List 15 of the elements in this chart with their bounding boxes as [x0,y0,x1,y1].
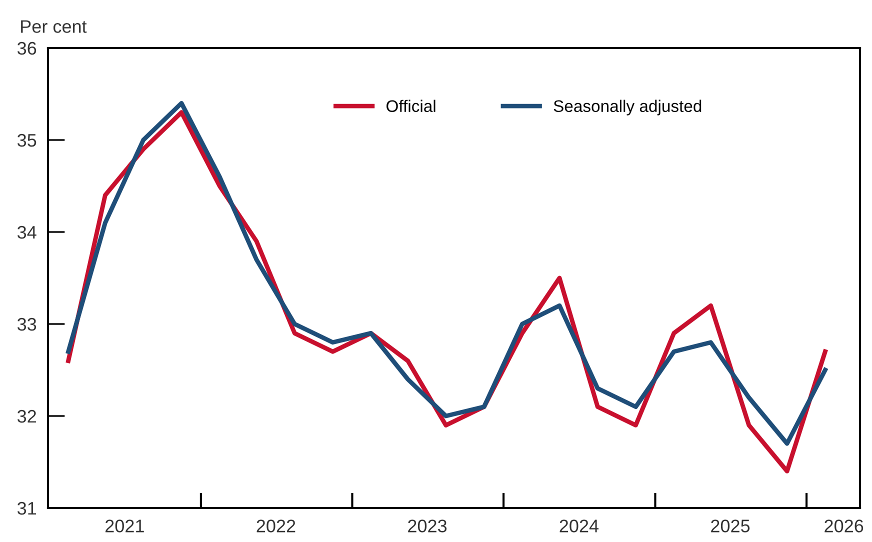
y-tick-label: 32 [17,410,36,423]
x-tick-label: 2024 [560,520,599,532]
y-tick-label: 31 [17,502,36,515]
y-tick-label: 36 [17,42,36,55]
x-tick-label: 2026 [824,520,864,532]
y-tick-label: 33 [17,318,36,331]
legend-label: Seasonally adjusted [554,100,702,116]
x-tick-label: 2023 [408,520,447,532]
y-tick-label: 34 [17,226,36,239]
x-tick-label: 2022 [256,520,296,532]
x-tick-label: 2021 [106,520,144,532]
y-axis-title: Per cent [21,20,87,33]
x-tick-label: 2025 [711,520,750,532]
legend-label: Official [386,100,436,112]
y-tick-label: 35 [17,134,36,147]
